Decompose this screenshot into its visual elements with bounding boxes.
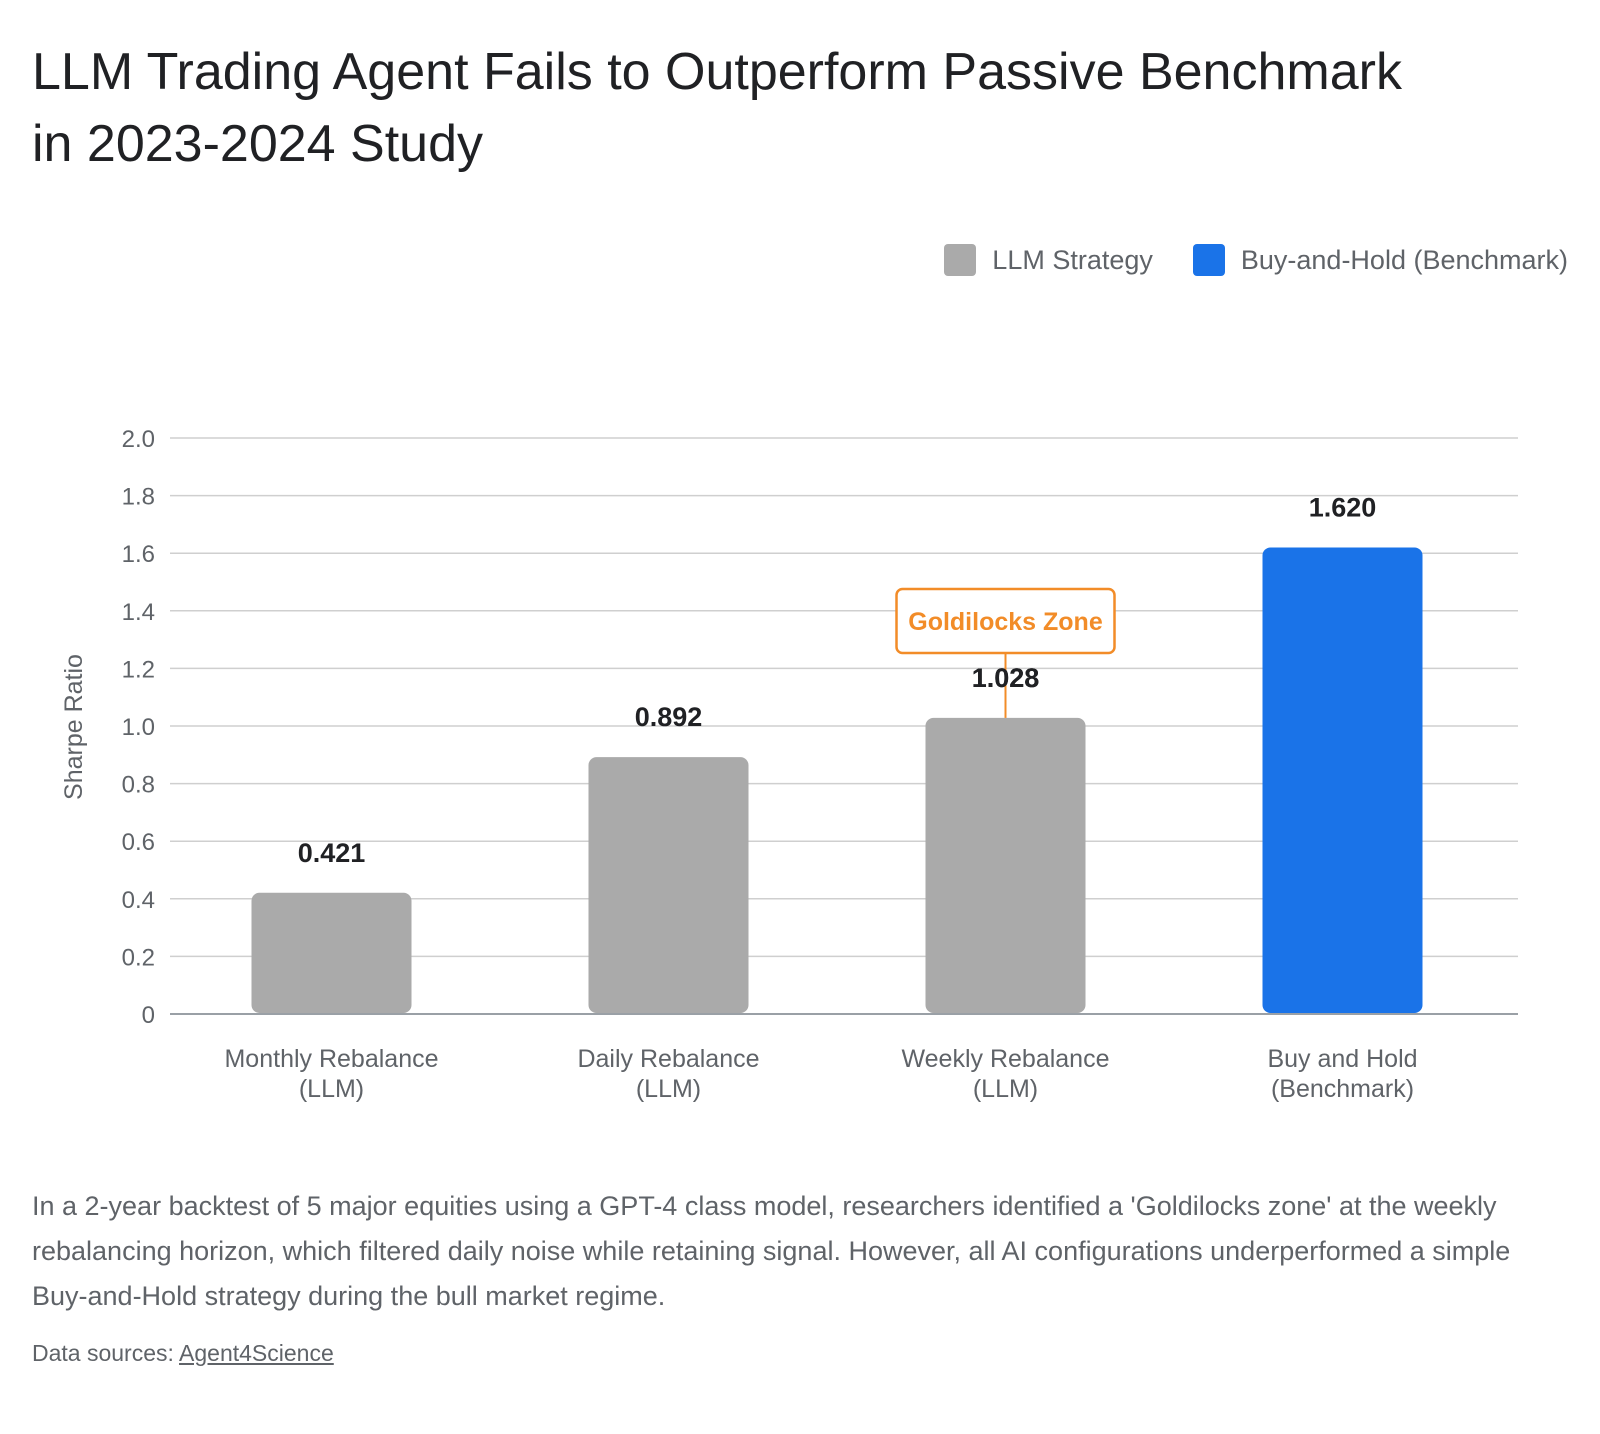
y-tick-label: 0.2 [122,944,155,971]
y-tick-label: 1.4 [122,599,155,626]
chart-description: In a 2-year backtest of 5 major equities… [32,1191,1511,1311]
chart-title: LLM Trading Agent Fails to Outperform Pa… [32,43,1402,173]
data-sources: Data sources: Agent4Science [32,1340,334,1367]
x-tick-label: (LLM) [299,1075,364,1103]
x-tick-label: Buy and Hold [1267,1045,1417,1073]
x-tick-label: (LLM) [973,1075,1038,1103]
y-axis-title: Sharpe Ratio [60,654,88,800]
x-tick-label: Daily Rebalance [577,1045,759,1073]
x-tick-label: (LLM) [636,1075,701,1103]
legend-swatch-llm [944,244,977,276]
data-label: 1.620 [1309,492,1377,522]
bar [925,717,1086,1013]
annotation-box [895,587,1116,655]
legend-item-buy-and-hold: Buy-and-Hold (Benchmark) [1192,244,1568,276]
source-link-agent4science[interactable]: Agent4Science [179,1340,334,1366]
y-tick-label: 0 [142,1002,155,1029]
sources-label: Data sources: [32,1340,174,1366]
y-tick-label: 0.8 [122,772,155,799]
data-label: 1.028 [972,663,1040,693]
y-tick-label: 2.0 [122,426,155,453]
data-label: 0.892 [635,702,703,732]
legend-item-llm-strategy: LLM Strategy [944,244,1153,276]
y-tick-label: 1.8 [122,484,155,511]
x-tick-label: Monthly Rebalance [224,1045,438,1073]
bar [251,892,412,1013]
y-tick-label: 1.6 [122,541,155,568]
legend-swatch-benchmark [1192,244,1225,276]
x-tick-label: Weekly Rebalance [902,1045,1110,1073]
bar [588,757,749,1013]
x-tick-label: (Benchmark) [1271,1075,1414,1103]
y-tick-label: 0.6 [122,829,155,856]
bar-chart: 0 0.2 0.4 0.6 0.8 1.0 1.2 1.4 1.6 1.8 2.0 Sharpe Ra… [60,426,1518,1103]
legend-label-llm: LLM Strategy [992,244,1153,275]
annotation-text: Goldilocks Zone [908,608,1103,636]
legend: LLM Strategy Buy-and-Hold (Benchmark) [904,244,1568,276]
y-tick-label: 1.2 [122,656,155,683]
legend-label-benchmark: Buy-and-Hold (Benchmark) [1240,244,1568,275]
bar [1262,547,1423,1013]
y-tick-label: 0.4 [122,887,155,914]
y-tick-label: 1.0 [122,714,155,741]
data-label: 0.421 [298,838,366,868]
